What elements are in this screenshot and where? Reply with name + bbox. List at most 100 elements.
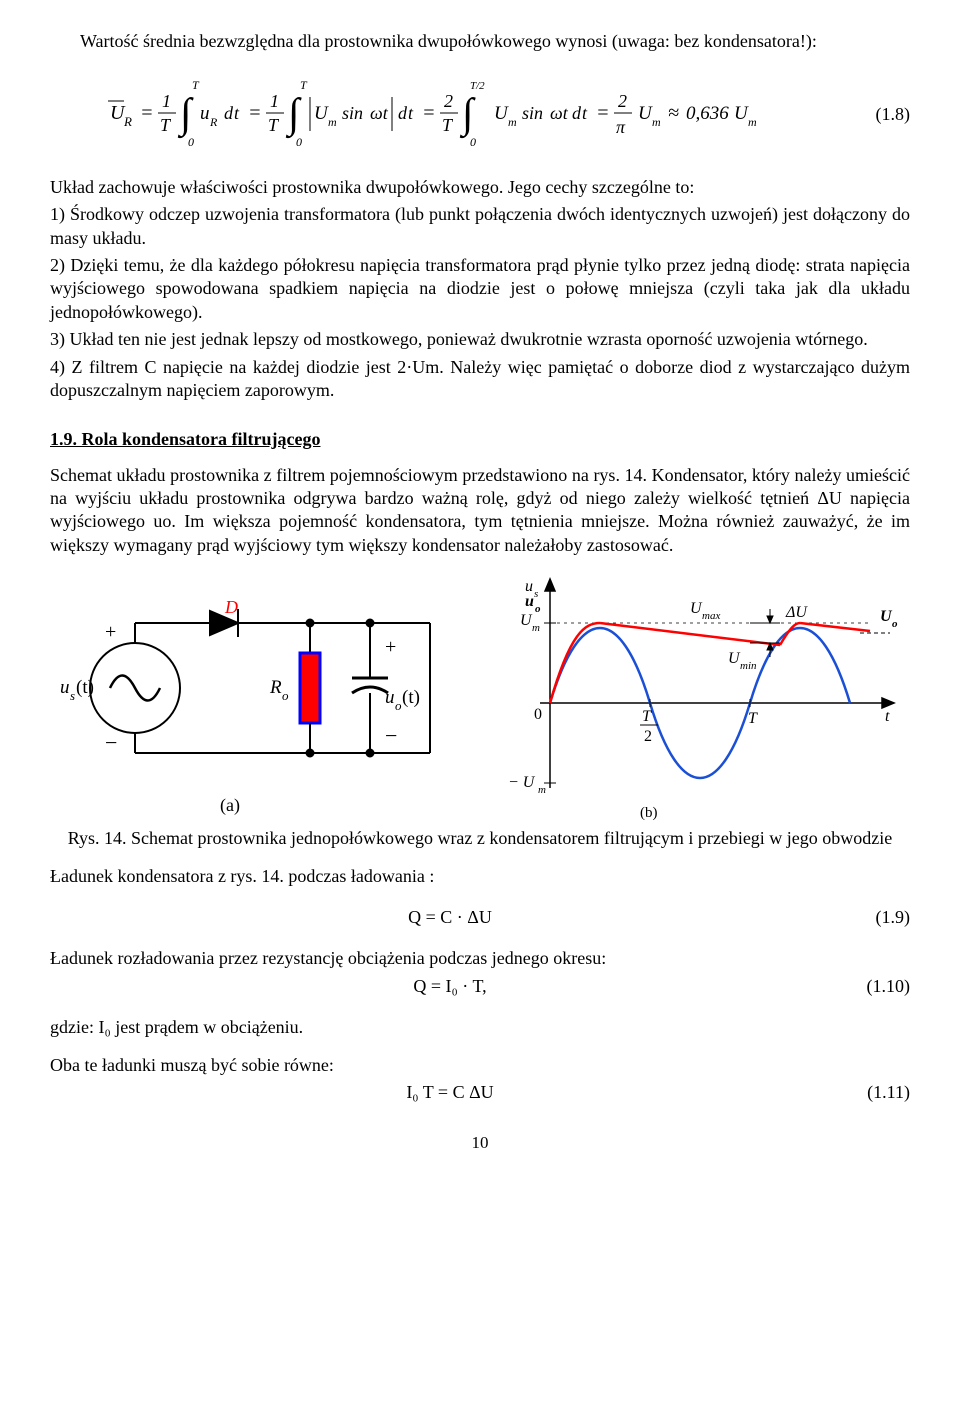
svg-text:ωt: ωt xyxy=(550,103,569,123)
figure-14b-waveform: u s u o U m − U m 0 T 2 T t U max ΔU U m… xyxy=(490,573,910,823)
section-1-9-text: Schemat układu prostownika z filtrem poj… xyxy=(50,464,910,558)
svg-text:T: T xyxy=(268,115,280,135)
uo-label: u o (t) xyxy=(385,687,420,713)
svg-text:ωt: ωt xyxy=(370,103,389,123)
equation-1-10-body: Q = I₀ · T, xyxy=(50,975,850,998)
source-plus-icon: + xyxy=(105,621,116,643)
svg-text:d: d xyxy=(572,103,582,123)
svg-text:s: s xyxy=(70,688,75,703)
svg-text:=: = xyxy=(248,102,262,124)
svg-text:d: d xyxy=(398,103,408,123)
svg-text:1: 1 xyxy=(270,91,279,111)
svg-text:∫: ∫ xyxy=(459,91,476,139)
equation-1-9-body: Q = C · ΔU xyxy=(50,906,850,929)
svg-text:0,636: 0,636 xyxy=(686,103,729,124)
figure-14: D + − u s (t) R o + u o (t) − (a) xyxy=(50,573,910,823)
svg-text:0: 0 xyxy=(296,135,302,149)
charge-p4: Oba te ładunki muszą być sobie równe: xyxy=(50,1054,910,1077)
svg-text:(t): (t) xyxy=(402,687,420,708)
equation-1-8-body: U R = 1 T ∫ T 0 u R d t = 1 T ∫ T 0 xyxy=(50,71,850,157)
equation-1-9-number: (1.9) xyxy=(850,906,910,929)
svg-text:u: u xyxy=(60,677,70,698)
section-1-9-heading: 1.9. Rola kondensatora filtrującego xyxy=(50,428,910,451)
svg-text:0: 0 xyxy=(534,706,542,723)
svg-text:ΔU: ΔU xyxy=(785,604,808,621)
svg-text:(t): (t) xyxy=(76,677,94,698)
svg-text:d: d xyxy=(224,103,234,123)
body-p2: 1) Środkowy odczep uzwojenia transformat… xyxy=(50,203,910,250)
equation-1-11-number: (1.11) xyxy=(850,1081,910,1104)
svg-text:m: m xyxy=(532,622,540,634)
svg-text:u: u xyxy=(525,593,534,610)
svg-text:m: m xyxy=(328,115,337,129)
svg-text:U: U xyxy=(494,103,509,124)
svg-text:u: u xyxy=(385,687,395,708)
svg-text:o: o xyxy=(892,618,898,630)
svg-text:s: s xyxy=(534,588,538,600)
svg-text:min: min xyxy=(740,660,757,672)
body-p4: 3) Układ ten nie jest jednak lepszy od m… xyxy=(50,328,910,351)
body-p3: 2) Dzięki temu, że dla każdego półokresu… xyxy=(50,254,910,324)
svg-text:U: U xyxy=(314,103,329,124)
figure-14-caption: Rys. 14. Schemat prostownika jednopołówk… xyxy=(50,827,910,850)
intro-paragraph: Wartość średnia bezwzględna dla prostown… xyxy=(50,30,910,53)
svg-text:R: R xyxy=(269,677,282,698)
svg-text:2: 2 xyxy=(644,728,652,745)
equation-1-10-number: (1.10) xyxy=(850,975,910,998)
svg-text:− U: − U xyxy=(508,774,536,791)
cap-minus-icon: − xyxy=(385,723,397,748)
svg-text:sin: sin xyxy=(342,103,363,123)
svg-text:0: 0 xyxy=(188,135,194,149)
svg-text:T: T xyxy=(442,115,454,135)
diode-label: D xyxy=(224,597,238,617)
svg-text:m: m xyxy=(508,115,517,129)
svg-text:o: o xyxy=(282,688,289,703)
svg-text:u: u xyxy=(200,103,210,124)
svg-text:T: T xyxy=(160,115,172,135)
svg-text:m: m xyxy=(652,115,661,129)
svg-text:T: T xyxy=(192,78,200,92)
equation-1-9: Q = C · ΔU (1.9) xyxy=(50,906,910,929)
svg-text:1: 1 xyxy=(162,91,171,111)
svg-text:m: m xyxy=(748,115,757,129)
figure-14a-label: (a) xyxy=(220,795,240,816)
svg-text:sin: sin xyxy=(522,103,543,123)
svg-text:t: t xyxy=(408,103,414,123)
svg-text:o: o xyxy=(535,603,541,615)
svg-text:R: R xyxy=(209,115,218,129)
svg-text:o: o xyxy=(395,698,402,713)
svg-text:U: U xyxy=(734,103,749,124)
equation-1-10: Q = I₀ · T, (1.10) xyxy=(50,975,910,998)
ripple-curve xyxy=(550,623,870,703)
svg-text:T: T xyxy=(300,78,308,92)
equation-1-8-number: (1.8) xyxy=(850,103,910,126)
svg-text:max: max xyxy=(702,610,720,622)
svg-text:T: T xyxy=(642,708,652,725)
svg-text:t: t xyxy=(234,103,240,123)
ro-label: R o xyxy=(269,677,289,703)
svg-text:T: T xyxy=(748,710,758,727)
resistor-icon xyxy=(300,653,320,723)
figure-14a-circuit: D + − u s (t) R o + u o (t) − (a) xyxy=(50,593,470,823)
svg-text:U: U xyxy=(638,103,653,124)
page-number: 10 xyxy=(50,1132,910,1154)
body-p5: 4) Z filtrem C napięcie na każdej diodzi… xyxy=(50,356,910,403)
charge-p1: Ładunek kondensatora z rys. 14. podczas … xyxy=(50,865,910,888)
svg-text:π: π xyxy=(616,117,626,137)
figure-14b-label: (b) xyxy=(640,805,658,821)
equation-1-11-body: I₀ T = C ΔU xyxy=(50,1081,850,1104)
svg-text:t: t xyxy=(885,708,890,725)
source-minus-icon: − xyxy=(105,730,117,755)
us-label: u s (t) xyxy=(60,677,94,703)
svg-text:∫: ∫ xyxy=(177,91,194,139)
svg-text:∫: ∫ xyxy=(285,91,302,139)
svg-text:t: t xyxy=(582,103,588,123)
svg-text:=: = xyxy=(596,102,610,124)
equation-1-11: I₀ T = C ΔU (1.11) xyxy=(50,1081,910,1104)
svg-text:=: = xyxy=(140,102,154,124)
charge-p3: gdzie: I₀ jest prądem w obciążeniu. xyxy=(50,1016,910,1039)
svg-text:0: 0 xyxy=(470,135,476,149)
svg-text:≈: ≈ xyxy=(668,102,679,124)
svg-text:2: 2 xyxy=(618,91,627,111)
body-p1: Układ zachowuje właściwości prostownika … xyxy=(50,176,910,199)
